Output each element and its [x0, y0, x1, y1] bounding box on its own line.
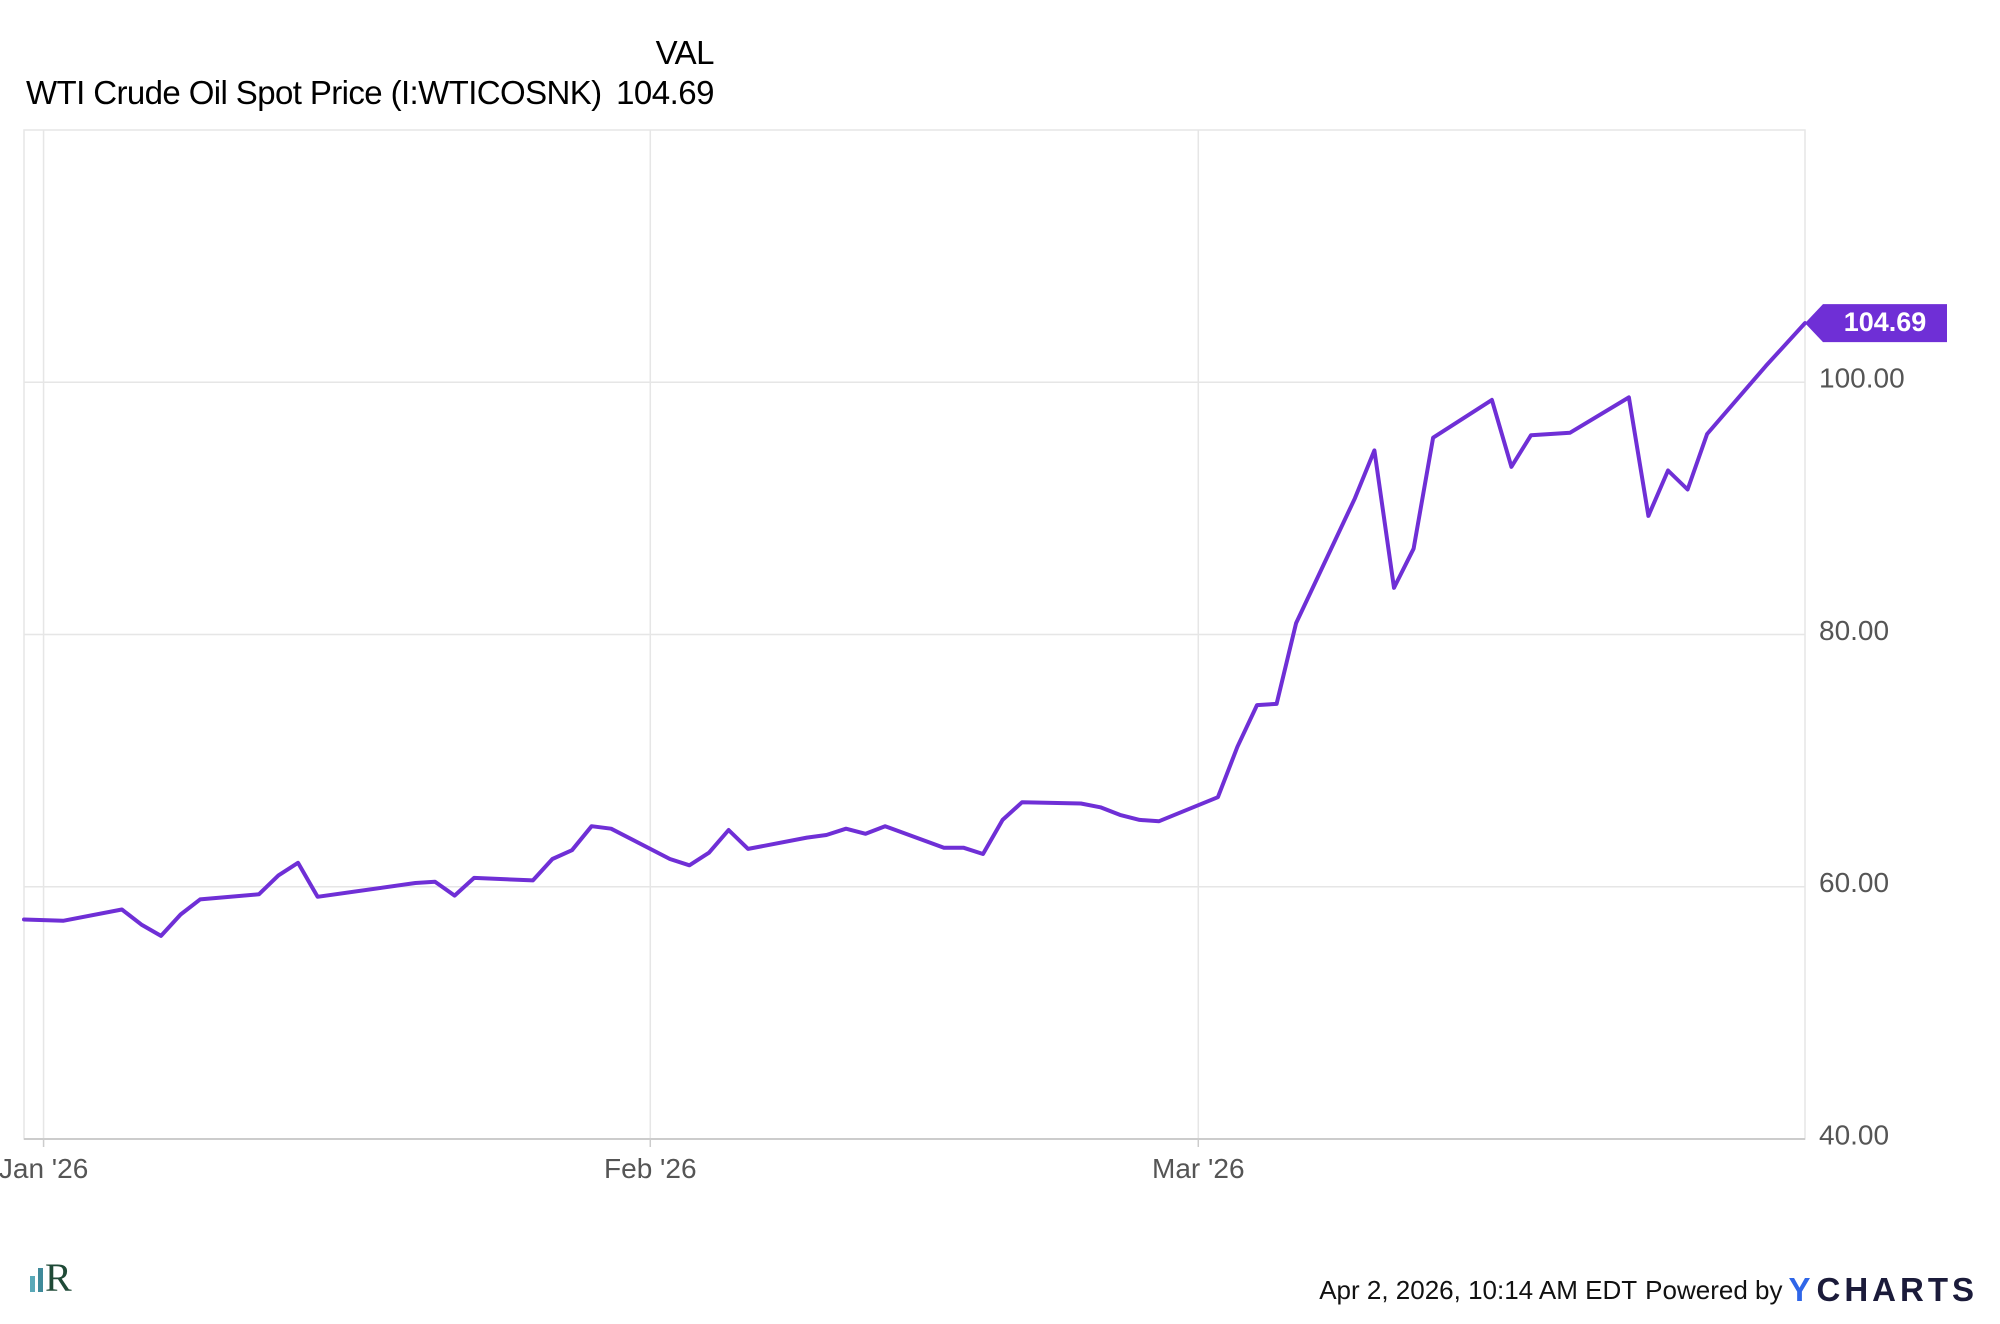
last-value-label: 104.69	[1844, 307, 1927, 337]
ycharts-wordmark: CHARTS	[1816, 1271, 1978, 1308]
data-point	[1549, 432, 1553, 436]
data-point	[1020, 800, 1024, 804]
data-point	[1764, 364, 1768, 368]
legend-value-header: VAL	[655, 34, 715, 71]
data-point	[844, 827, 848, 831]
data-point	[296, 861, 300, 865]
data-point	[668, 857, 672, 861]
data-point	[22, 918, 26, 922]
data-point	[1275, 702, 1279, 706]
x-tick-label: Mar '26	[1152, 1153, 1245, 1184]
data-point	[1686, 488, 1690, 492]
data-point	[120, 908, 124, 912]
data-point	[453, 894, 457, 898]
data-point	[413, 881, 417, 885]
data-point	[1490, 398, 1494, 402]
data-point	[1568, 431, 1572, 435]
data-point	[61, 919, 65, 923]
svg-text:R: R	[45, 1255, 72, 1294]
r-logo-icon: R	[30, 1255, 72, 1294]
powered-by-label: Powered by	[1645, 1274, 1783, 1305]
data-point	[472, 876, 476, 880]
data-point	[1705, 432, 1709, 436]
data-point	[550, 857, 554, 861]
data-point	[746, 847, 750, 851]
series-line	[22, 321, 1807, 938]
data-point	[864, 832, 868, 836]
data-point	[824, 833, 828, 837]
data-point	[805, 836, 809, 840]
data-point	[159, 934, 163, 938]
data-point	[198, 897, 202, 901]
data-point	[1001, 818, 1005, 822]
data-point	[609, 827, 613, 831]
data-point	[1646, 514, 1650, 518]
last-value-flag	[1805, 304, 1947, 343]
data-point	[257, 892, 261, 896]
data-point	[1529, 433, 1533, 437]
data-point	[1509, 465, 1513, 469]
data-point	[276, 873, 280, 877]
data-point	[1294, 621, 1298, 625]
ycharts-logo[interactable]: Y CHARTS	[1788, 1271, 1978, 1309]
data-point	[981, 852, 985, 856]
data-point	[961, 846, 965, 850]
data-point	[1431, 436, 1435, 440]
data-point	[316, 895, 320, 899]
legend-series-name: WTI Crude Oil Spot Price (I:WTICOSNK)	[26, 74, 602, 111]
data-point	[433, 880, 437, 884]
legend-series-value: 104.69	[616, 74, 714, 111]
data-point	[727, 828, 731, 832]
y-tick-label: 40.00	[1819, 1119, 1889, 1150]
data-point	[707, 851, 711, 855]
data-point	[942, 846, 946, 850]
data-point	[1392, 586, 1396, 590]
data-point	[1235, 745, 1239, 749]
y-tick-label: 100.00	[1819, 363, 1905, 394]
data-point	[1372, 448, 1376, 452]
data-point	[570, 848, 574, 852]
x-tick-label: Feb '26	[604, 1153, 697, 1184]
data-point	[1216, 795, 1220, 799]
data-point	[883, 824, 887, 828]
timestamp: Apr 2, 2026, 10:14 AM EDT	[1319, 1274, 1638, 1305]
data-point	[687, 863, 691, 867]
data-point	[531, 878, 535, 882]
data-point	[590, 824, 594, 828]
data-point	[1412, 547, 1416, 551]
data-point	[1138, 818, 1142, 822]
data-point	[139, 923, 143, 927]
data-point	[1079, 802, 1083, 806]
data-point	[1353, 496, 1357, 500]
ycharts-y-icon: Y	[1788, 1271, 1815, 1308]
data-point	[1157, 819, 1161, 823]
y-tick-label: 80.00	[1819, 615, 1889, 646]
x-tick-label: Jan '26	[0, 1153, 88, 1184]
data-point	[1118, 813, 1122, 817]
data-point	[1627, 395, 1631, 399]
data-point	[179, 913, 183, 917]
y-tick-label: 60.00	[1819, 867, 1889, 898]
data-point	[1666, 469, 1670, 473]
chart-footer: Apr 2, 2026, 10:14 AM EDT Powered by Y CH…	[1319, 1270, 1978, 1310]
data-point	[1098, 805, 1102, 809]
data-point	[1255, 703, 1259, 707]
